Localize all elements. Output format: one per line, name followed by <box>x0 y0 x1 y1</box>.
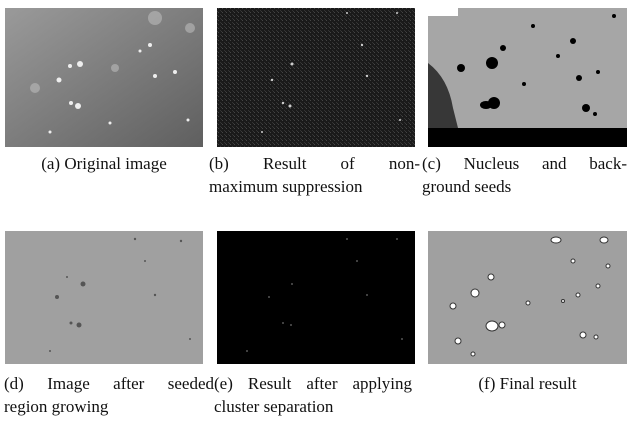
caption-text: region growing <box>4 397 108 416</box>
caption: (f) Final result <box>428 372 627 395</box>
original-image <box>5 8 203 147</box>
cluster-separation-image <box>217 231 415 364</box>
caption-text: Original image <box>64 154 166 173</box>
region-growing-image <box>5 231 203 364</box>
caption: (c) Nucleus and back- ground seeds <box>422 152 627 198</box>
caption-text: Result of non- <box>263 154 420 173</box>
caption-text: Nucleus and back- <box>464 154 627 173</box>
caption: (e) Result after applying cluster separa… <box>214 372 412 418</box>
caption-label: (f) <box>478 374 495 393</box>
caption-label: (a) <box>41 154 60 173</box>
caption-label: (e) <box>214 374 233 393</box>
caption: (a) Original image <box>5 152 203 175</box>
caption-text: Result after applying <box>248 374 412 393</box>
caption-label: (d) <box>4 374 24 393</box>
caption-text: Final result <box>500 374 577 393</box>
final-result-image <box>428 231 627 364</box>
seeds-image <box>428 8 627 147</box>
suppression-image <box>217 8 415 147</box>
caption: (b) Result of non- maximum suppression <box>209 152 420 198</box>
caption: (d) Image after seeded region growing <box>4 372 214 418</box>
caption-text: Image after seeded <box>47 374 214 393</box>
figure: (a) Original image (b) Result of non- ma… <box>0 0 629 421</box>
caption-text: cluster separation <box>214 397 333 416</box>
caption-text: maximum suppression <box>209 177 362 196</box>
caption-label: (c) <box>422 154 441 173</box>
caption-label: (b) <box>209 154 229 173</box>
caption-text: ground seeds <box>422 177 511 196</box>
